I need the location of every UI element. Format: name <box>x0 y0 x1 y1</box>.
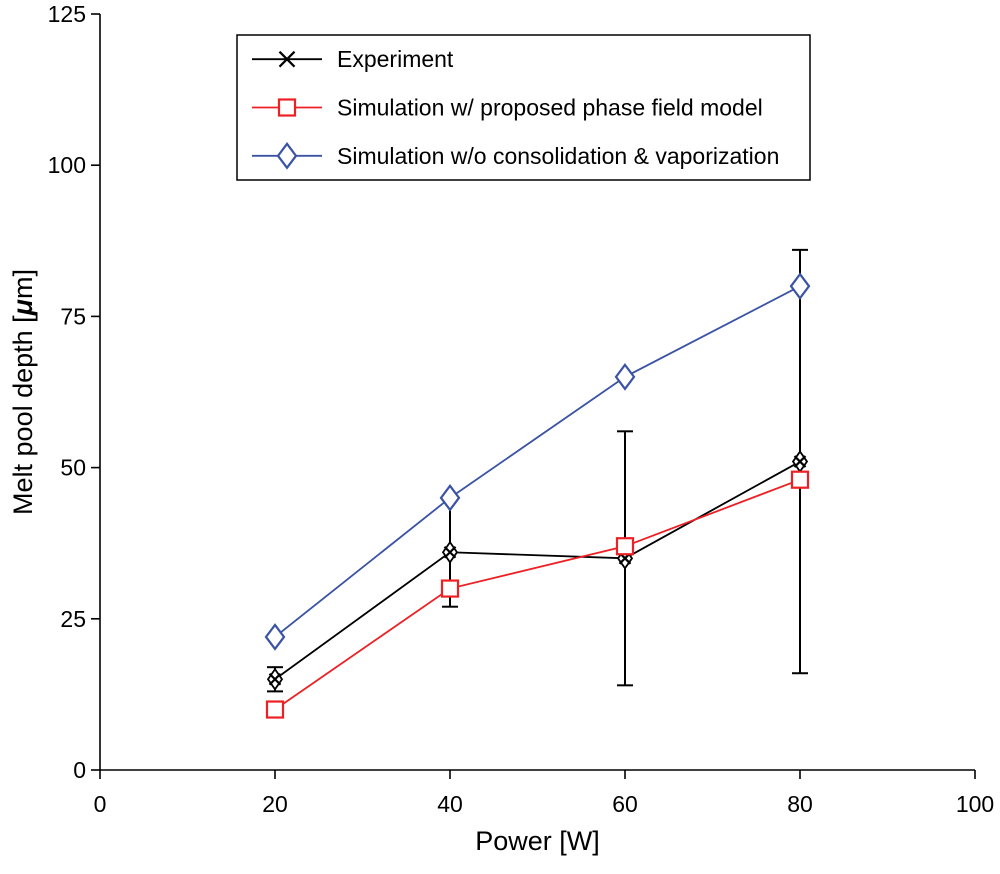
marker-x <box>443 545 457 559</box>
y-tick-label: 100 <box>48 152 86 178</box>
marker-diamond <box>264 623 286 651</box>
marker-x <box>278 50 296 68</box>
y-tick-label: 125 <box>48 1 86 27</box>
legend-label: Experiment <box>337 46 454 72</box>
x-axis-label: Power [W] <box>475 826 600 856</box>
legend-label: Simulation w/ proposed phase field model <box>337 95 763 121</box>
marker-diamond <box>789 272 811 300</box>
marker-diamond <box>276 141 298 170</box>
series-markers-simulation-w-proposed-phase-field-model <box>265 470 810 719</box>
marker-square <box>615 537 635 556</box>
marker-square <box>790 470 810 489</box>
marker-diamond <box>614 363 636 391</box>
marker-square <box>277 98 297 117</box>
x-tick-label: 20 <box>262 791 288 817</box>
series-line-experiment <box>274 460 801 681</box>
x-tick-label: 80 <box>787 791 813 817</box>
series-markers-simulation-w-o-consolidation-vaporization <box>264 272 811 651</box>
series-line-simulation-w-o-consolidation-vaporization <box>274 285 801 638</box>
marker-x <box>793 455 807 468</box>
legend: Experiment Simulation w/ proposed phase f… <box>236 34 811 181</box>
y-axis-label: Melt pool depth [μm] <box>8 269 38 515</box>
y-tick-label: 50 <box>60 455 86 481</box>
legend-box <box>236 34 811 181</box>
x-tick-label: 40 <box>437 791 463 817</box>
marker-x <box>268 673 282 686</box>
series-markers-experiment <box>266 449 809 691</box>
y-tick-label: 75 <box>60 303 86 329</box>
series-line-simulation-w-proposed-phase-field-model <box>274 478 801 711</box>
marker-diamond <box>439 484 461 512</box>
x-tick-label: 0 <box>94 791 107 817</box>
legend-label: Simulation w/o consolidation & vaporizat… <box>337 143 779 169</box>
marker-square <box>440 579 460 598</box>
marker-square <box>265 700 285 719</box>
y-tick-label: 25 <box>60 606 86 632</box>
x-tick-label: 100 <box>956 791 994 817</box>
x-tick-label: 60 <box>612 791 638 817</box>
y-tick-label: 0 <box>73 757 86 783</box>
